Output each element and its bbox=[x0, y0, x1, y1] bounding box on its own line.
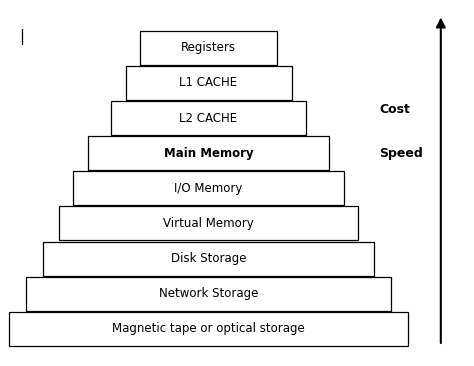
Bar bbox=[9, 312, 408, 346]
Text: |: | bbox=[19, 29, 24, 45]
Bar bbox=[111, 101, 306, 135]
Bar bbox=[43, 242, 374, 276]
Text: Cost: Cost bbox=[379, 103, 410, 116]
Bar bbox=[26, 277, 391, 311]
Bar bbox=[73, 171, 344, 205]
Text: L2 CACHE: L2 CACHE bbox=[180, 112, 237, 124]
Text: Magnetic tape or optical storage: Magnetic tape or optical storage bbox=[112, 322, 305, 335]
Bar bbox=[126, 66, 292, 100]
Text: Virtual Memory: Virtual Memory bbox=[163, 217, 254, 230]
Bar bbox=[88, 136, 329, 170]
Bar bbox=[59, 206, 358, 240]
Text: I/O Memory: I/O Memory bbox=[174, 182, 243, 195]
Bar bbox=[140, 31, 277, 65]
Text: Network Storage: Network Storage bbox=[159, 287, 258, 300]
Text: Main Memory: Main Memory bbox=[164, 147, 254, 160]
Text: Registers: Registers bbox=[181, 41, 236, 54]
Text: Speed: Speed bbox=[379, 147, 423, 160]
Text: L1 CACHE: L1 CACHE bbox=[180, 76, 237, 89]
Text: Disk Storage: Disk Storage bbox=[171, 252, 246, 265]
